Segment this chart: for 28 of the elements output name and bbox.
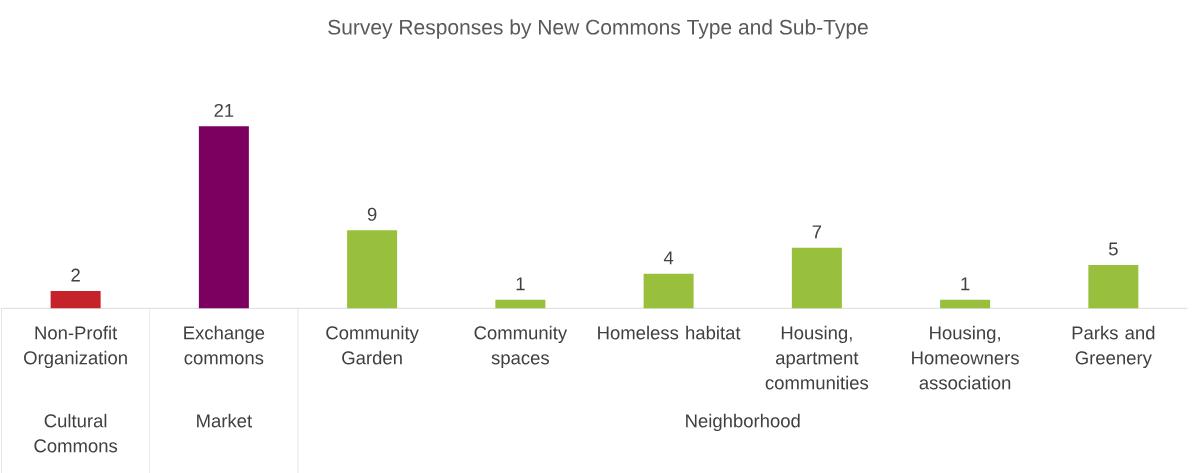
bar — [495, 299, 546, 309]
x-tick-label: Parks and Greenery — [1072, 325, 1155, 369]
x-tick-label: Housing, Homeowners association — [912, 325, 1019, 390]
data-label: 1 — [961, 277, 970, 291]
chart-title: Survey Responses by New Commons Type and Sub-Type — [328, 19, 868, 39]
text: Market — [197, 413, 252, 428]
bar — [1088, 264, 1139, 309]
x-tick-label: Homeless habitat — [598, 325, 741, 340]
x-tick-label: Exchange commons — [184, 325, 265, 365]
data-label: 21 — [214, 103, 234, 117]
text: Cultural Commons — [34, 413, 118, 453]
bar — [347, 230, 398, 309]
bar — [791, 247, 842, 309]
bar — [50, 290, 101, 309]
bar — [198, 126, 249, 309]
data-label: 4 — [663, 251, 674, 265]
data-label: 2 — [71, 268, 80, 282]
x-tick-label: Non-Profit Organization — [24, 325, 127, 369]
data-label: 5 — [1108, 242, 1118, 256]
text: Neighborhood — [686, 413, 800, 432]
x-tick-label: Community spaces — [474, 325, 568, 369]
x-tick-label: Housing, apartment communities — [765, 325, 869, 390]
data-label: 7 — [812, 225, 822, 239]
data-label: 1 — [516, 277, 525, 291]
data-label: 9 — [367, 207, 377, 221]
bar — [940, 299, 991, 309]
x-tick-label: Community Garden — [326, 325, 419, 365]
bar — [643, 273, 694, 309]
